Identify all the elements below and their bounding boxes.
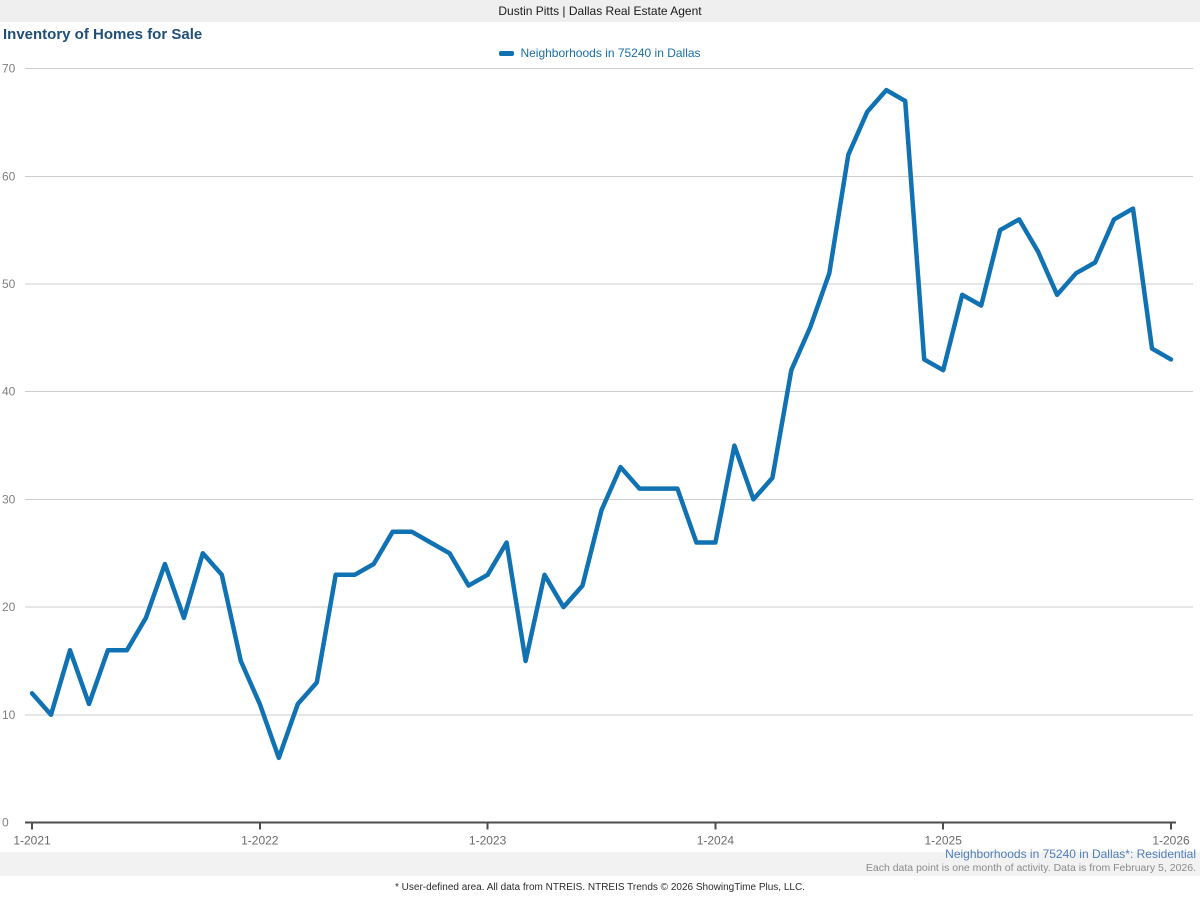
y-tick-label-40: 40	[2, 385, 16, 399]
footer-series-note: Neighborhoods in 75240 in Dallas*: Resid…	[945, 847, 1196, 861]
chart-title: Inventory of Homes for Sale	[3, 26, 203, 43]
site-header: Dustin Pitts | Dallas Real Estate Agent	[0, 0, 1200, 22]
legend-series-label: Neighborhoods in 75240 in Dallas	[520, 46, 701, 60]
y-tick-label-0: 0	[2, 816, 9, 830]
y-tick-label-60: 60	[2, 169, 16, 183]
y-tick-label-70: 70	[2, 62, 16, 76]
series-line	[29, 87, 1174, 761]
footer-band	[0, 852, 1200, 876]
footer-data-note: Each data point is one month of activity…	[865, 862, 1196, 874]
x-tick-label: 1-2026	[1152, 834, 1190, 848]
y-tick-label-30: 30	[2, 492, 16, 506]
x-tick-label: 1-2023	[469, 834, 507, 848]
site-header-title: Dustin Pitts | Dallas Real Estate Agent	[498, 4, 702, 18]
y-tick-label-20: 20	[2, 600, 16, 614]
x-tick-label: 1-2022	[241, 834, 279, 848]
x-tick-label: 1-2024	[697, 834, 735, 848]
footer-disclaimer: * User-defined area. All data from NTREI…	[395, 882, 805, 893]
y-tick-label-10: 10	[2, 708, 16, 722]
legend-line-swatch-icon	[499, 50, 515, 56]
chart-legend: Neighborhoods in 75240 in Dallas	[0, 46, 1200, 60]
y-tick-label-50: 50	[2, 277, 16, 291]
x-tick-label: 1-2025	[925, 834, 963, 848]
x-tick-label: 1-2021	[13, 834, 51, 848]
